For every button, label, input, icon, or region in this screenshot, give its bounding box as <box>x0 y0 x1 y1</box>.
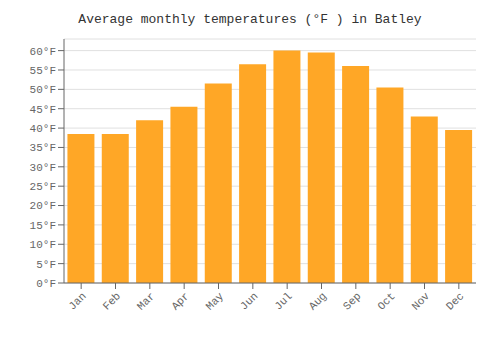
svg-text:Oct: Oct <box>375 290 397 312</box>
svg-text:30°F: 30°F <box>30 162 56 174</box>
svg-text:45°F: 45°F <box>30 104 56 116</box>
svg-text:Sep: Sep <box>341 290 363 312</box>
svg-text:20°F: 20°F <box>30 200 56 212</box>
svg-text:Jan: Jan <box>66 290 88 312</box>
svg-text:10°F: 10°F <box>30 239 56 251</box>
svg-text:Mar: Mar <box>135 290 157 312</box>
svg-text:55°F: 55°F <box>30 65 56 77</box>
svg-text:May: May <box>204 290 227 313</box>
svg-text:35°F: 35°F <box>30 142 56 154</box>
svg-text:0°F: 0°F <box>36 278 56 290</box>
svg-text:Jun: Jun <box>238 290 260 312</box>
svg-text:25°F: 25°F <box>30 181 56 193</box>
svg-text:5°F: 5°F <box>36 259 56 271</box>
svg-text:Aug: Aug <box>307 290 329 312</box>
svg-text:Feb: Feb <box>101 290 123 312</box>
svg-text:40°F: 40°F <box>30 123 56 135</box>
svg-text:Jul: Jul <box>272 290 294 312</box>
svg-text:Apr: Apr <box>169 290 191 312</box>
svg-text:60°F: 60°F <box>30 46 56 58</box>
svg-text:Dec: Dec <box>444 290 466 312</box>
html-text:Average monthly temperatures (: Average monthly temperatures (°F ) in Ba… <box>78 12 422 27</box>
svg-text:50°F: 50°F <box>30 84 56 96</box>
svg-text:15°F: 15°F <box>30 220 56 232</box>
svg-text:Nov: Nov <box>410 290 433 313</box>
